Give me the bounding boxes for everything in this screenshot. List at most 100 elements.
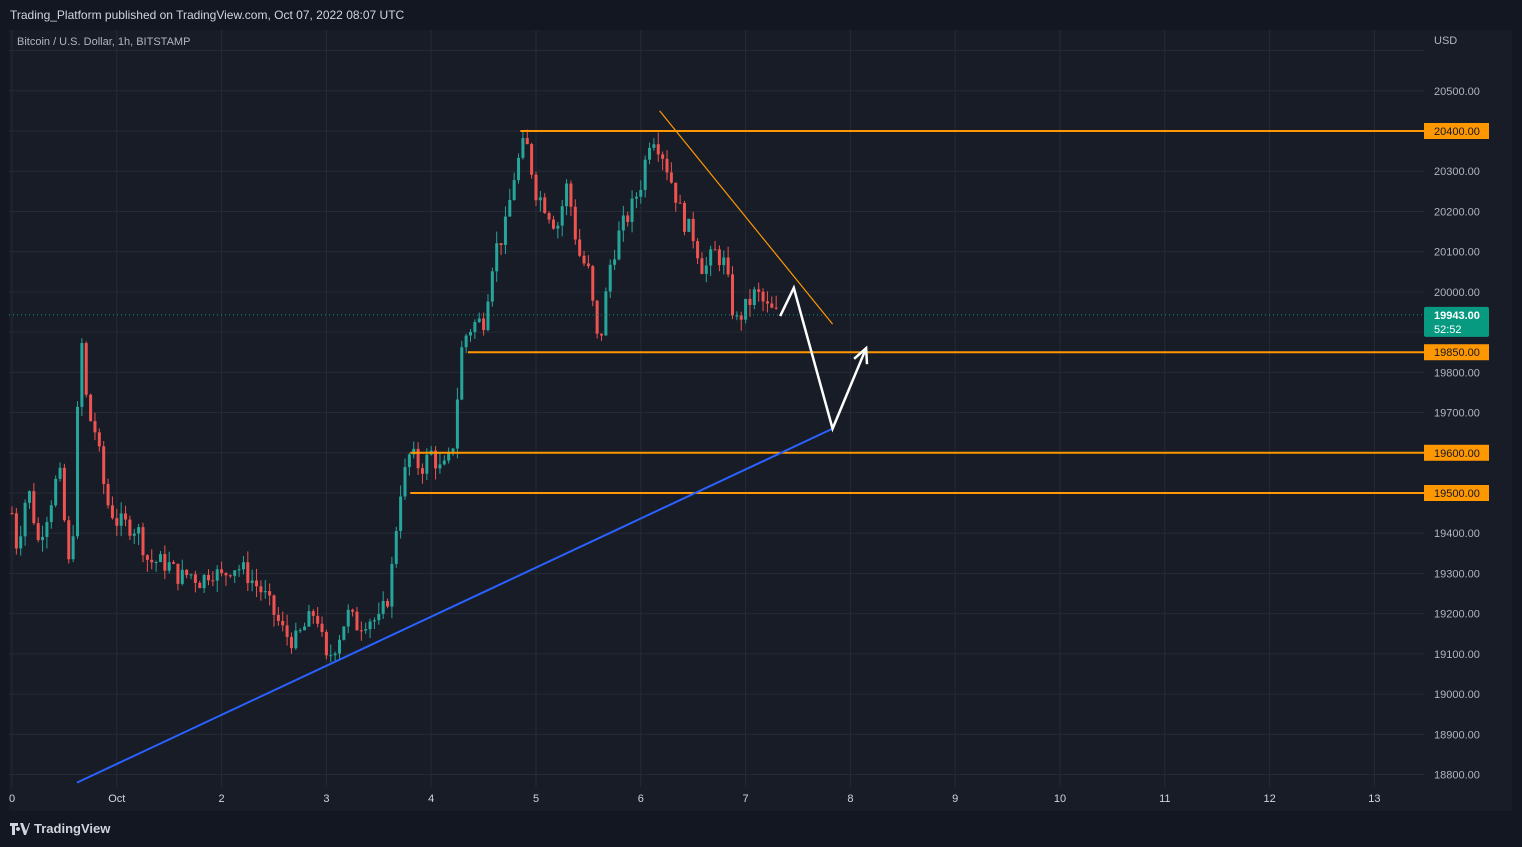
candle-body [228,575,232,577]
candle-body [600,333,603,336]
candle-body [412,448,416,455]
price-tick: 20200.00 [1434,206,1480,218]
candle-body [399,496,403,532]
candle-body [757,289,761,292]
candle-body [613,259,617,265]
candle-body [525,138,529,145]
candle-body [656,144,660,155]
candle-body [521,138,525,158]
candle-body [124,513,128,520]
candle-body [355,611,359,631]
candle-body [739,315,743,320]
last-price-tag [1424,306,1489,337]
candle-body [303,626,307,631]
candle-body [648,147,652,160]
time-tick: 11 [1159,793,1170,805]
candle-body [62,467,66,521]
candle-body [394,531,398,564]
candle-body [237,569,241,571]
candle-body [569,183,573,207]
candle-body [202,574,206,589]
price-tick: 20500.00 [1434,86,1480,98]
candle-body [176,563,180,584]
candle-body [80,343,84,407]
candle-body [36,523,40,541]
candle-body [761,291,765,302]
candle-body [748,298,752,306]
candle-body [573,206,577,240]
candle-body [608,264,612,292]
candle-body [687,218,691,232]
candle-body [193,574,197,583]
time-tick: 12 [1263,793,1275,805]
candle-body [346,609,350,627]
candle-body [119,513,123,526]
time-axis[interactable]: 0 Oct 2 3 4 5 6 7 8 9 10 11 12 13 [9,793,1381,805]
candle-body [220,569,224,574]
candle-body [547,212,551,220]
level-tag [1424,485,1489,501]
candle-body [407,454,411,468]
candle-body [76,406,79,537]
time-tick: 8 [847,793,853,805]
projection-arrow [779,284,869,433]
candle-body [137,527,141,534]
candle-body [634,196,638,199]
publisher-bar: Trading_Platform published on TradingVie… [0,0,1522,30]
tradingview-brand: TradingView [34,821,111,836]
candle-body [704,265,708,274]
candle-body [110,505,114,519]
candle-body [54,478,58,506]
price-tick: 19000.00 [1434,689,1480,701]
price-axis[interactable]: 20500.00 20400.00 20300.00 20200.00 20100.00… [1424,86,1489,782]
candle-body [106,484,110,506]
candle-body [58,467,62,479]
candle-body [451,448,455,452]
candle-body [93,421,97,433]
candle-body [132,533,136,536]
trendline-ascending-support[interactable] [76,427,834,784]
candle-body [307,611,311,627]
candle-body [621,215,625,231]
candle-body [508,199,512,217]
candle-body [128,519,132,536]
candle-body [276,614,280,621]
candle-body [530,144,534,175]
candle-body [115,518,119,526]
trendline-descending-resistance[interactable] [659,110,834,325]
candle-body [23,502,27,537]
candle-body [434,450,438,469]
candle-body [198,582,202,589]
candle-body [595,300,599,334]
candle-body [503,216,507,245]
candle-body [390,563,394,607]
candle-body [586,263,590,267]
time-tick: 6 [638,793,644,805]
time-tick: 13 [1368,793,1380,805]
price-tick: 20300.00 [1434,166,1480,178]
candle-body [207,574,210,581]
grid-lines [9,30,1424,787]
projection-path[interactable] [779,284,868,433]
candle-body [298,630,302,632]
candle-body [364,629,368,631]
candle-body [324,631,328,656]
time-tick: 5 [533,793,539,805]
candle-body [565,183,569,207]
candle-body [185,569,189,575]
tradingview-logo[interactable]: TradingView [10,821,110,836]
candle-body [246,562,250,584]
price-tick: 19300.00 [1434,568,1480,580]
candle-body [700,258,704,274]
candle-body [241,562,245,570]
candle-body [150,559,154,563]
chart-panel[interactable] [9,30,1512,811]
candle-body [490,271,494,302]
candle-body [403,467,407,497]
candle-body [604,291,608,336]
candle-body [89,394,93,422]
candle-body [630,198,634,222]
candle-body [643,159,647,190]
candle-body [665,158,669,173]
